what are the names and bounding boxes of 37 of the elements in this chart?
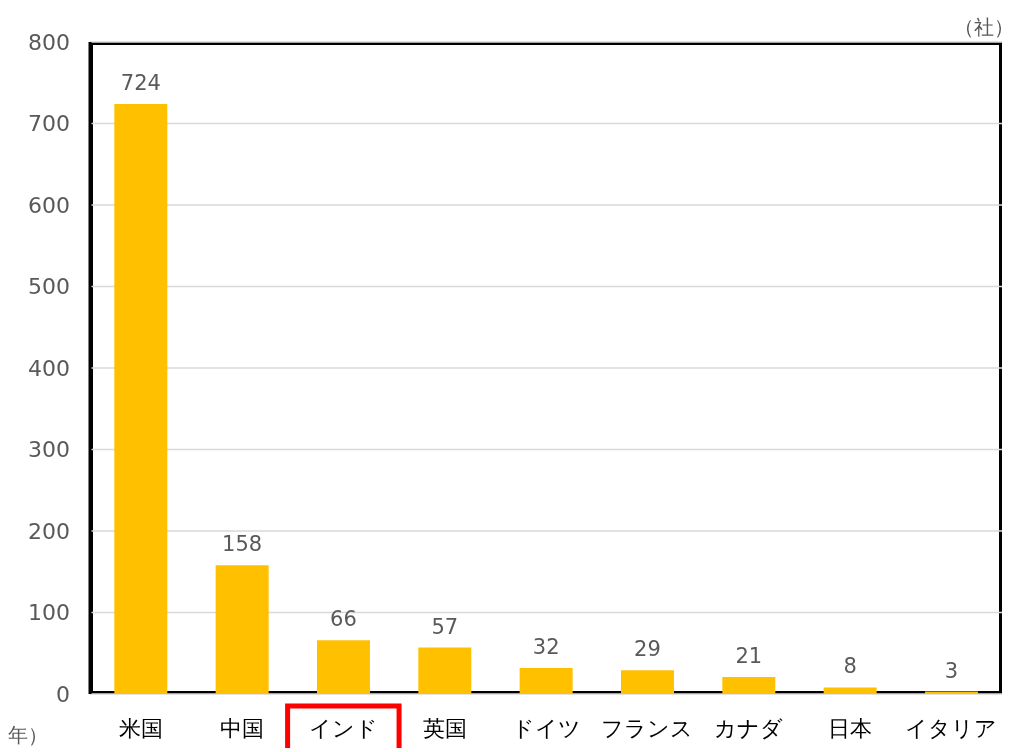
bar	[823, 687, 877, 694]
y-tick-label: 700	[28, 111, 70, 137]
bar	[519, 667, 573, 694]
x-tick-label: 米国	[118, 716, 163, 741]
y-tick-label: 500	[28, 274, 70, 300]
bar	[114, 103, 168, 694]
x-tick-label: イタリア	[905, 716, 998, 741]
y-tick-label: 200	[28, 518, 70, 544]
y-axis-title: （社）	[954, 14, 1014, 41]
data-label: 8	[843, 654, 857, 679]
bar	[215, 565, 269, 694]
data-label: 57	[431, 614, 459, 639]
x-tick-label: カナダ	[714, 716, 784, 741]
data-label: 21	[735, 643, 763, 668]
data-label: 66	[330, 607, 357, 632]
bar	[620, 670, 674, 694]
y-tick-label: 800	[28, 29, 70, 55]
x-tick-label: 英国	[422, 716, 467, 741]
bar	[722, 676, 776, 694]
x-tick-label: ドイツ	[511, 716, 581, 741]
y-tick-label: 100	[28, 600, 70, 626]
x-tick-label: 中国	[220, 716, 264, 741]
x-tick-label: フランス	[601, 716, 694, 741]
y-tick-label: 300	[28, 437, 70, 463]
data-label: 158	[222, 532, 263, 557]
data-label: 724	[120, 70, 161, 95]
data-label: 3	[944, 658, 959, 683]
y-tick-label: 400	[28, 355, 70, 381]
data-label: 29	[634, 637, 661, 662]
bar	[418, 647, 472, 694]
text: 年）	[8, 722, 48, 748]
bar	[316, 640, 370, 694]
y-tick-label: 0	[56, 681, 70, 707]
y-tick-label: 600	[28, 192, 70, 218]
x-tick-label: 日本	[828, 716, 872, 741]
data-label: 32	[532, 634, 560, 659]
x-tick-label: インド	[308, 716, 378, 741]
